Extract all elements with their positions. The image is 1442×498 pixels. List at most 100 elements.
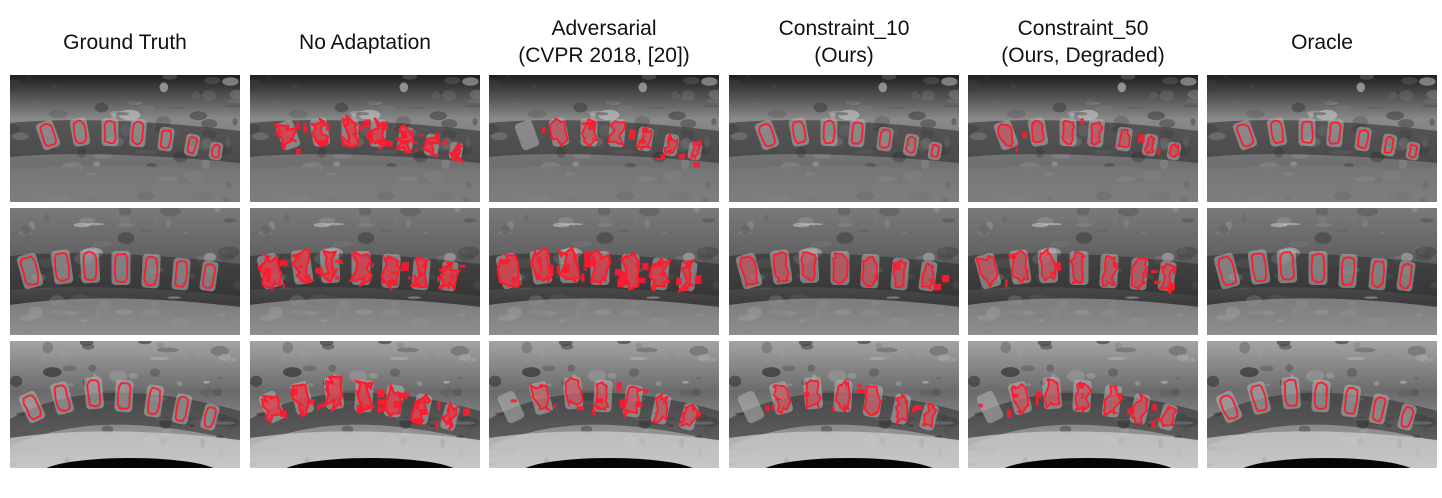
segmentation-fragment bbox=[452, 153, 459, 161]
segmentation-fragment bbox=[390, 271, 397, 274]
segmentation-fragment bbox=[929, 278, 935, 282]
segmentation-overlay bbox=[260, 375, 471, 431]
segmentation-fragment bbox=[618, 271, 626, 281]
segmentation-fragment bbox=[1138, 134, 1145, 143]
mri-slice-image bbox=[729, 75, 959, 202]
segmentation-fragment bbox=[1152, 404, 1157, 411]
vertebra-segmentation bbox=[20, 255, 40, 286]
segmentation-fragment bbox=[363, 119, 371, 127]
segmentation-overlay bbox=[976, 247, 1177, 294]
vertebra-segmentation bbox=[203, 406, 217, 429]
segmentation-overlay bbox=[39, 119, 222, 159]
segmentation-fragment bbox=[1167, 282, 1175, 291]
vertebra-segmentation bbox=[1371, 396, 1387, 423]
segmentation-fragment bbox=[655, 158, 662, 161]
vertebra-segmentation bbox=[996, 122, 1015, 148]
segmentation-overlay bbox=[542, 117, 702, 168]
segmentation-overlay bbox=[1219, 378, 1415, 429]
segmentation-fragment bbox=[290, 388, 298, 396]
vertebra-segmentation bbox=[22, 394, 42, 421]
vertebra-segmentation bbox=[440, 400, 459, 431]
segmentation-fragment bbox=[377, 146, 383, 150]
segmentation-fragment bbox=[1127, 408, 1135, 415]
vertebra-segmentation bbox=[758, 123, 777, 147]
segmentation-fragment bbox=[1151, 420, 1156, 428]
segmentation-fragment bbox=[589, 260, 596, 268]
mri-slice-image bbox=[10, 208, 240, 335]
segmentation-fragment bbox=[442, 140, 449, 145]
vertebra-segmentation bbox=[588, 249, 612, 286]
vertebra-segmentation bbox=[772, 250, 790, 283]
vertebra-segmentation bbox=[54, 251, 71, 282]
vertebra-segmentation bbox=[564, 376, 584, 407]
column-subtitle: (Ours, Degraded) bbox=[1001, 44, 1165, 67]
segmentation-fragment bbox=[630, 129, 636, 136]
segmentation-fragment bbox=[641, 135, 644, 141]
vertebra-segmentation bbox=[930, 144, 940, 158]
segmentation-fragment bbox=[548, 264, 554, 274]
mri-slice-image bbox=[968, 208, 1198, 335]
segmentation-fragment bbox=[1118, 392, 1123, 399]
segmentation-fragment bbox=[437, 276, 441, 282]
vertebra-segmentation bbox=[1061, 120, 1075, 146]
column-header: Ground Truth bbox=[5, 10, 245, 74]
segmentation-fragment bbox=[371, 263, 374, 268]
vertebra-segmentation bbox=[210, 143, 222, 159]
vertebra-segmentation bbox=[1144, 134, 1157, 156]
column-header: Constraint_50 (Ours, Degraded) bbox=[963, 10, 1203, 74]
segmentation-fragment bbox=[584, 258, 590, 267]
segmentation-fragment bbox=[1157, 148, 1161, 156]
image-panel bbox=[729, 341, 959, 468]
segmentation-fragment bbox=[459, 264, 466, 268]
segmentation-fragment bbox=[332, 272, 337, 275]
mri-slice-image bbox=[250, 341, 480, 468]
segmentation-fragment bbox=[335, 276, 340, 280]
segmentation-fragment bbox=[358, 124, 365, 131]
segmentation-fragment bbox=[407, 276, 411, 280]
segmentation-fragment bbox=[1005, 279, 1008, 288]
vertebra-segmentation bbox=[1399, 262, 1413, 290]
segmentation-fragment bbox=[418, 409, 426, 414]
segmentation-overlay bbox=[739, 250, 950, 291]
vertebra-segmentation bbox=[1270, 119, 1285, 145]
segmentation-fragment bbox=[303, 125, 308, 133]
segmentation-fragment bbox=[1008, 253, 1017, 259]
mri-slice-image bbox=[250, 208, 480, 335]
segmentation-fragment bbox=[304, 274, 311, 279]
segmentation-fragment bbox=[400, 130, 408, 139]
vertebra-segmentation bbox=[861, 255, 878, 288]
segmentation-fragment bbox=[588, 122, 596, 130]
vertebra-segmentation bbox=[822, 119, 836, 145]
vertebra-segmentation bbox=[201, 263, 217, 290]
segmentation-fragment bbox=[942, 275, 950, 283]
vertebra-segmentation bbox=[53, 384, 71, 412]
vertebra-segmentation bbox=[1069, 250, 1086, 285]
segmentation-overlay bbox=[979, 377, 1178, 428]
vertebra-segmentation bbox=[1400, 405, 1415, 429]
vertebra-segmentation bbox=[1310, 252, 1326, 284]
segmentation-fragment bbox=[381, 405, 388, 412]
mri-slice-image bbox=[10, 75, 240, 202]
column-header: No Adaptation bbox=[245, 10, 485, 74]
segmentation-fragment bbox=[576, 406, 585, 411]
segmentation-fragment bbox=[660, 154, 666, 159]
segmentation-fragment bbox=[378, 139, 384, 144]
segmentation-fragment bbox=[315, 267, 323, 274]
vertebra-segmentation bbox=[186, 136, 198, 155]
segmentation-fragment bbox=[402, 140, 409, 145]
segmentation-fragment bbox=[536, 256, 542, 264]
vertebra-segmentation bbox=[529, 384, 552, 413]
segmentation-fragment bbox=[1154, 280, 1161, 285]
segmentation-fragment bbox=[393, 401, 402, 408]
vertebra-segmentation bbox=[1300, 120, 1314, 144]
segmentation-fragment bbox=[1036, 390, 1042, 399]
segmentation-fragment bbox=[771, 404, 775, 410]
vertebra-segmentation bbox=[648, 256, 673, 292]
vertebra-segmentation bbox=[863, 385, 882, 416]
segmentation-fragment bbox=[592, 408, 596, 416]
segmentation-fragment bbox=[1022, 131, 1027, 139]
column-header: Constraint_10 (Ours) bbox=[724, 10, 964, 74]
vertebra-segmentation bbox=[1219, 394, 1239, 420]
vertebra-segmentation bbox=[1236, 123, 1254, 148]
segmentation-fragment bbox=[638, 139, 647, 144]
